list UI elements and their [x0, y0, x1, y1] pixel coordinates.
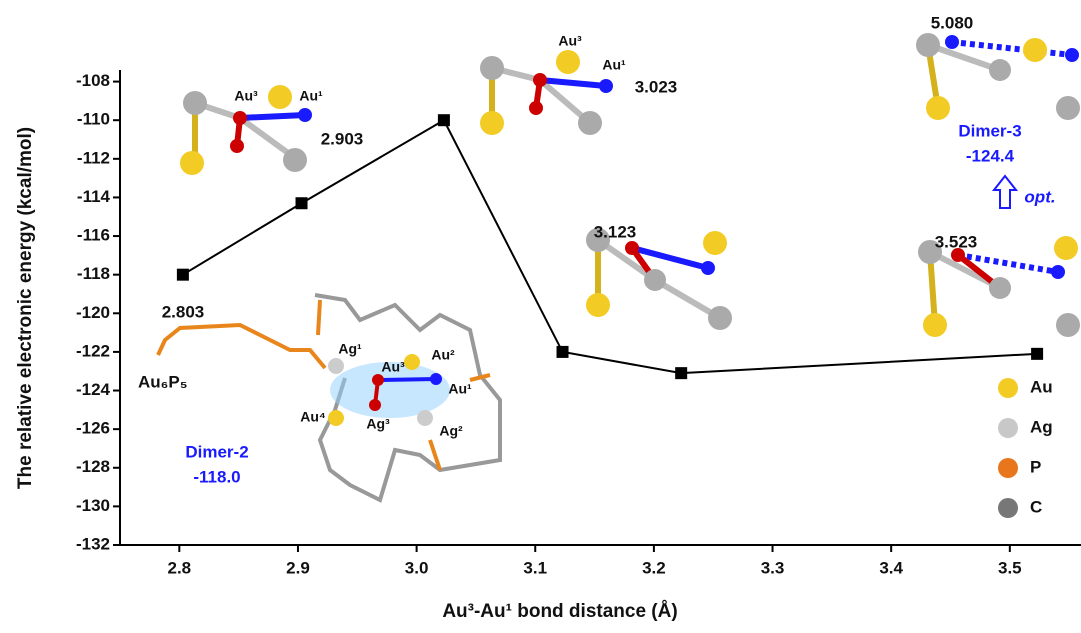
y-axis-title: The relative electronic energy (kcal/mol… [15, 127, 36, 489]
opt-arrow [994, 176, 1016, 208]
y-tick-label: -120 [76, 303, 110, 322]
marker [675, 367, 687, 379]
legend-swatch [998, 378, 1018, 398]
legend-label: Ag [1030, 417, 1053, 436]
chart: 2.803 2.903 3.023 3.123 3.523 5.080 Dime… [0, 0, 1081, 633]
legend-label: Au [1030, 377, 1053, 396]
legend-label: P [1030, 457, 1041, 476]
legend-swatch [998, 498, 1018, 518]
atom-label: Ag¹ [338, 341, 362, 357]
y-tick-label: -122 [76, 341, 110, 360]
x-tick-label: 3.1 [523, 558, 547, 577]
legend-label: C [1030, 497, 1042, 516]
annotation: 3.123 [594, 222, 637, 241]
annotation: 5.080 [931, 13, 974, 32]
atom-label: Au³ [234, 88, 258, 104]
x-axis-title: Au³-Au¹ bond distance (Å) [442, 601, 677, 622]
marker [177, 269, 189, 281]
cluster-5 [916, 33, 1080, 120]
marker [296, 197, 308, 209]
annotation: Dimer-3 [958, 121, 1021, 140]
page: 2.803 2.903 3.023 3.123 3.523 5.080 Dime… [0, 0, 1081, 633]
atom-label: Ag² [439, 423, 463, 439]
x-tick-label: 3.3 [761, 558, 785, 577]
annotation: 2.803 [162, 302, 205, 321]
y-tick-label: -128 [76, 457, 110, 476]
x-tick-label: 3.4 [879, 558, 903, 577]
y-tick-label: -126 [76, 419, 110, 438]
annotation: Au₆P₅ [138, 372, 188, 391]
y-tick-label: -114 [77, 187, 111, 206]
marker [438, 114, 450, 126]
x-tick-label: 3.0 [405, 558, 429, 577]
marker [557, 346, 569, 358]
annotation: -124.4 [966, 146, 1015, 165]
atom-label: Au³ [558, 33, 582, 49]
y-tick-label: -110 [77, 110, 110, 129]
x-tick-label: 2.9 [286, 558, 310, 577]
x-tick-label: 2.8 [168, 558, 192, 577]
y-tick-label: -130 [76, 496, 110, 515]
atom-label: Ag³ [366, 416, 390, 432]
marker [1031, 348, 1043, 360]
atom-label: Au¹ [448, 381, 472, 397]
atom-label: Au¹ [602, 57, 626, 73]
y-tick-label: -124 [76, 380, 111, 399]
x-tick-label: 3.5 [998, 558, 1022, 577]
legend-swatch [998, 458, 1018, 478]
atom-label: Au¹ [299, 88, 323, 104]
atom-label: Au⁴ [300, 409, 326, 425]
y-tick-label: -132 [76, 534, 110, 553]
y-tick-label: -118 [77, 264, 110, 283]
atom-label: Au³ [381, 359, 405, 375]
x-tick-label: 3.2 [642, 558, 666, 577]
annotation: 2.903 [321, 129, 364, 148]
annotation: opt. [1024, 187, 1055, 206]
annotation: Dimer-2 [185, 442, 248, 461]
legend-swatch [998, 418, 1018, 438]
y-tick-label: -116 [77, 226, 110, 245]
y-tick-label: -108 [76, 71, 110, 90]
annotation: 3.523 [935, 232, 978, 251]
y-tick-label: -112 [77, 148, 110, 167]
cluster-2 [480, 50, 613, 135]
annotation: 3.023 [635, 77, 678, 96]
annotation: -118.0 [193, 467, 240, 486]
atom-label: Au² [431, 347, 455, 363]
cluster-3 [586, 228, 732, 330]
